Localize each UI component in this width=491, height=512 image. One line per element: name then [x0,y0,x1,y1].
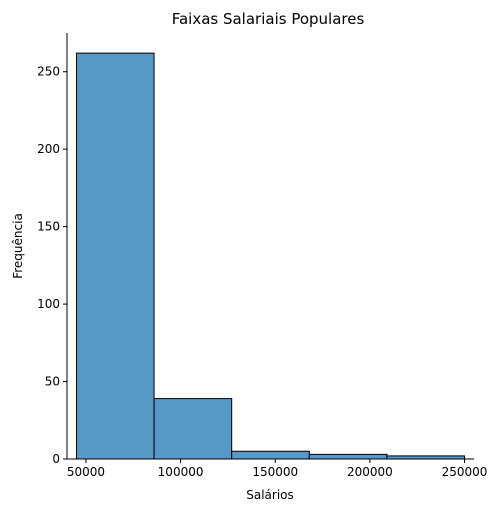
y-axis-title: Frequência [11,213,25,279]
y-tick-label: 250 [37,65,60,79]
x-tick-label: 200000 [347,465,393,479]
y-tick-label: 100 [37,297,60,311]
x-axis-title: Salários [246,488,294,502]
y-tick-label: 150 [37,220,60,234]
x-tick-label: 150000 [252,465,298,479]
y-tick-label: 0 [52,452,60,466]
histogram-bar-2 [154,399,232,459]
y-ticks-group: 0 50 100 150 200 250 [37,65,67,466]
x-tick-label: 100000 [158,465,204,479]
histogram-bar-3 [232,451,310,459]
x-ticks-group: 50000 100000 150000 200000 250000 [67,459,488,479]
y-tick-label: 50 [45,375,60,389]
histogram-bar-1 [76,53,154,459]
histogram-bar-4 [309,454,387,459]
x-tick-label: 250000 [442,465,488,479]
y-tick-label: 200 [37,142,60,156]
chart-title: Faixas Salariais Populares [172,10,365,28]
x-tick-label: 50000 [67,465,105,479]
bars-group [76,53,464,459]
